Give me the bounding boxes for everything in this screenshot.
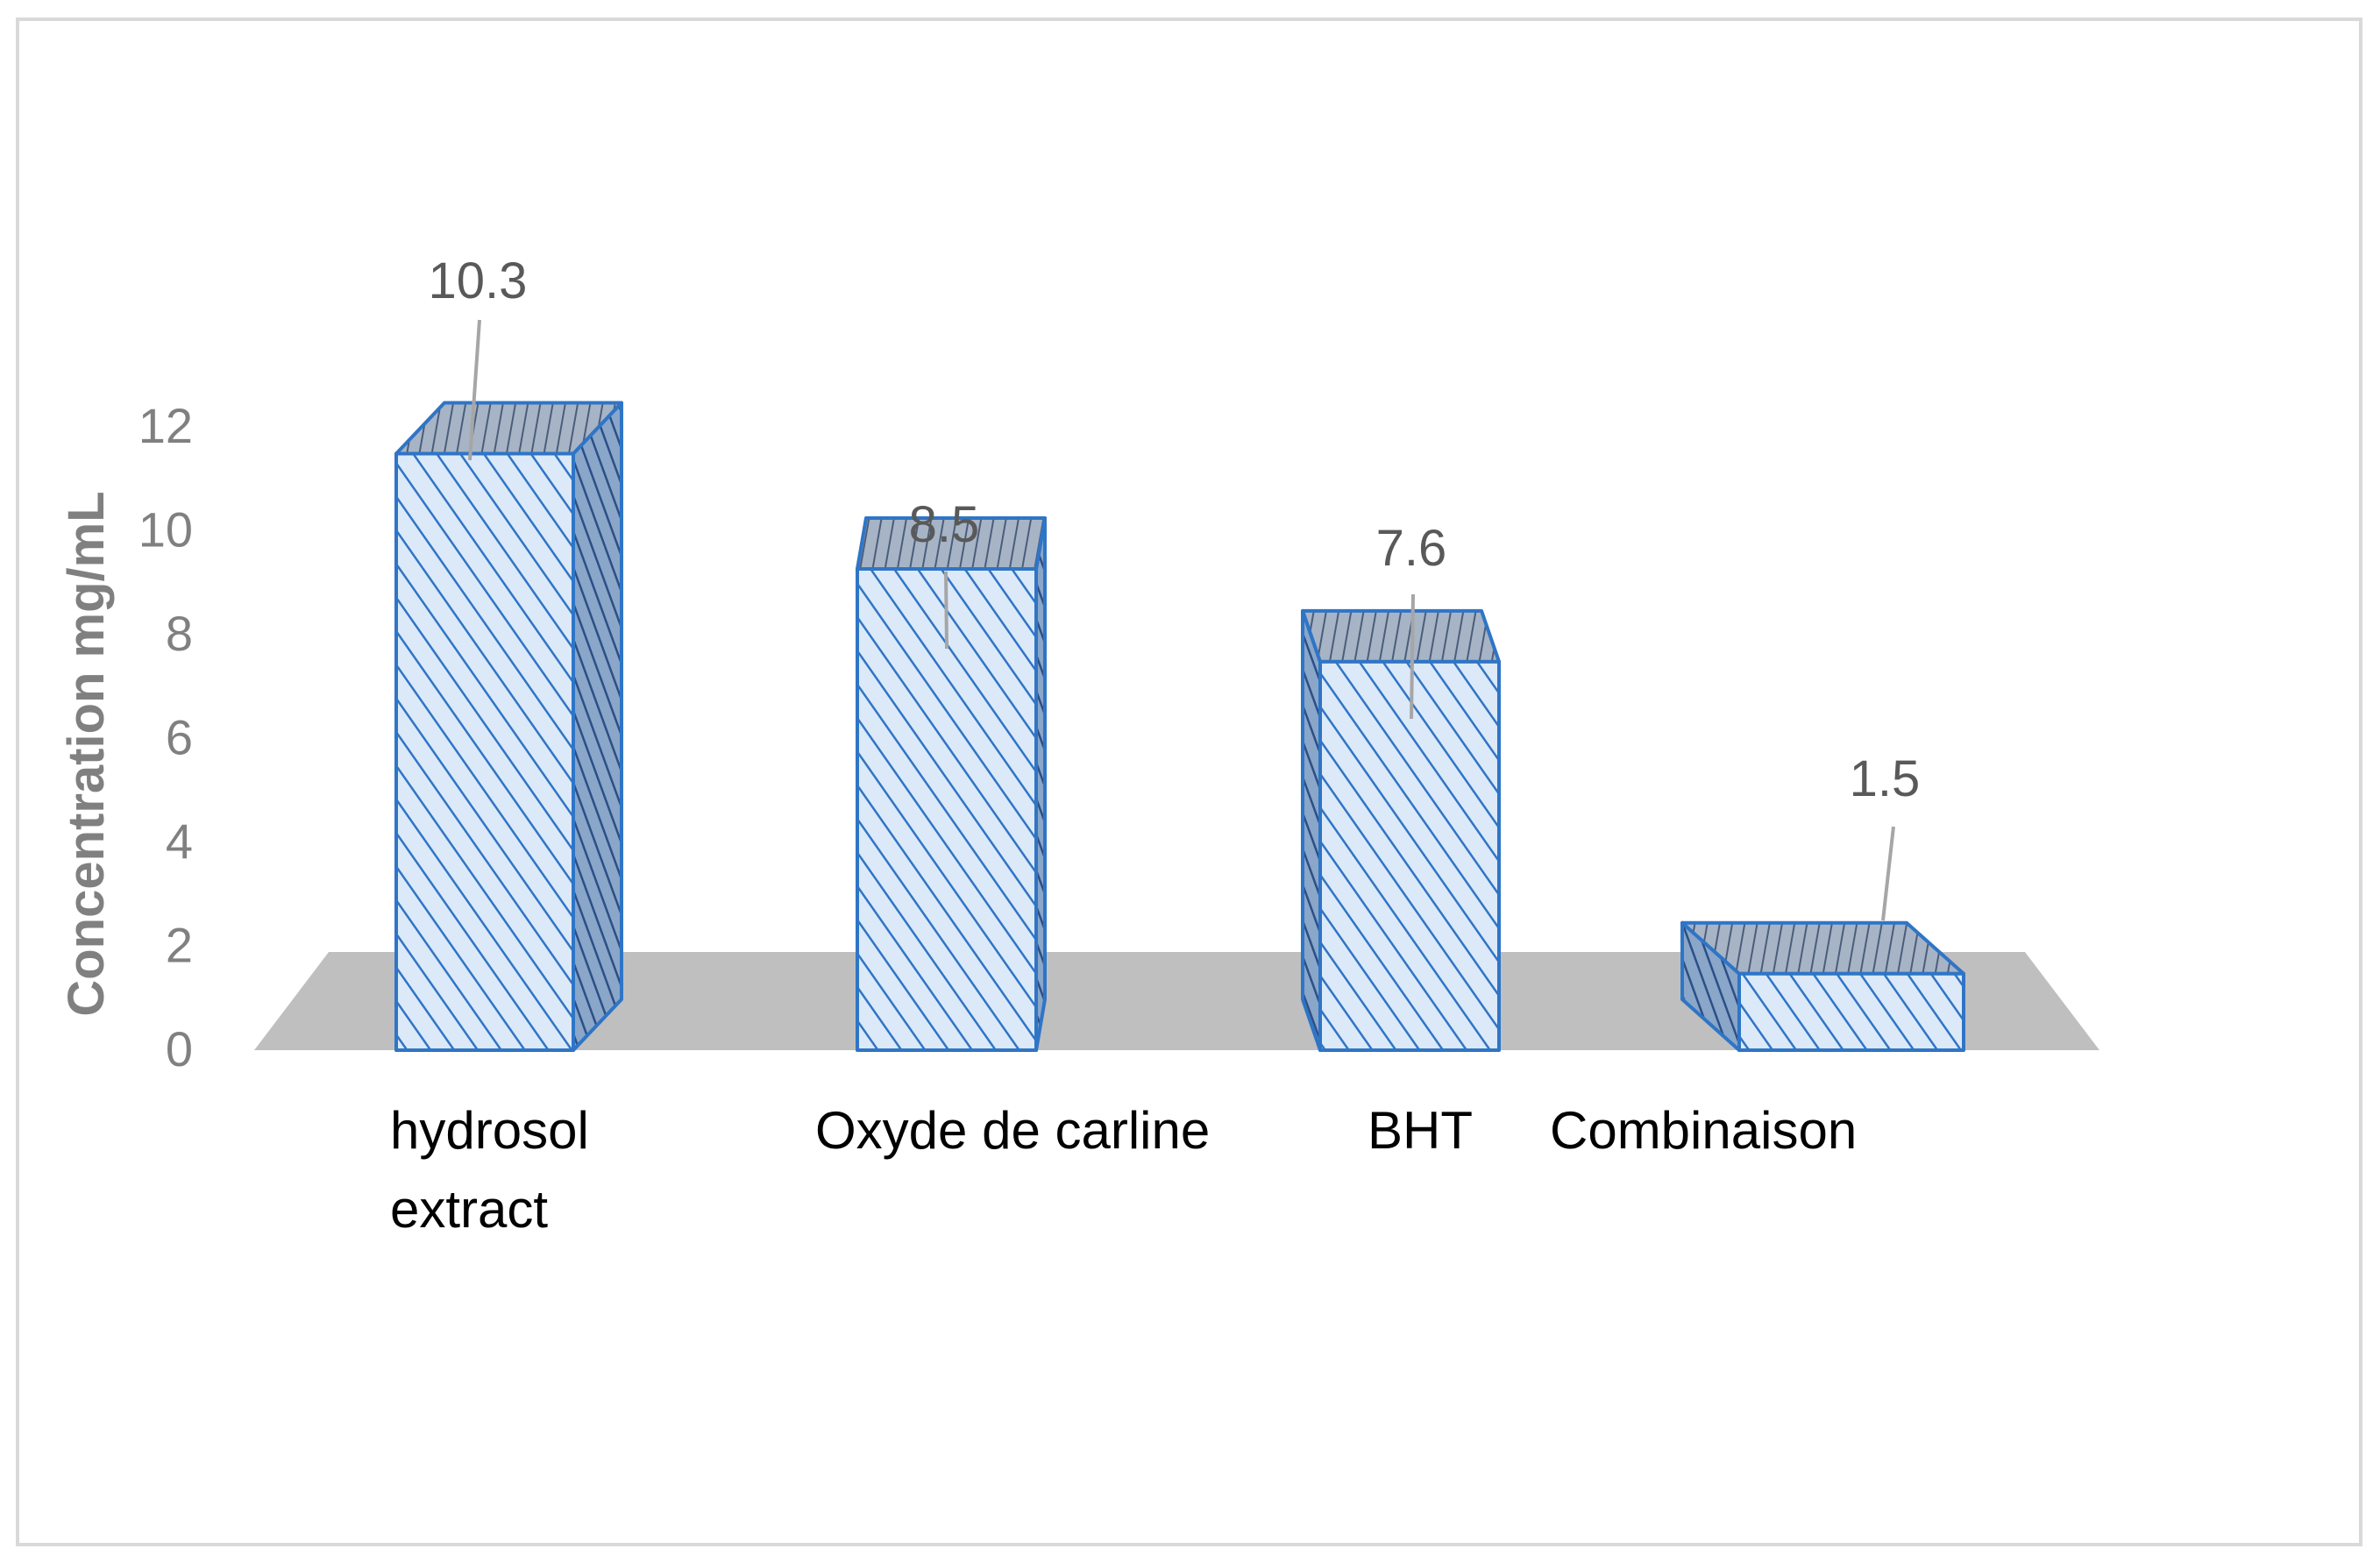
chart-floor <box>254 952 2099 1050</box>
category-labels: hydrosol extract Oxyde de carline BHT Combin… <box>390 1101 1857 1239</box>
y-tick-label: 12 <box>139 398 193 453</box>
y-tick-label: 10 <box>139 502 193 558</box>
y-tick-label: 8 <box>166 606 193 661</box>
data-label: 10.3 <box>429 252 528 309</box>
bar <box>1301 608 1501 1052</box>
y-tick-label: 2 <box>166 918 193 973</box>
category-label-line: Combinaison <box>1550 1101 1857 1160</box>
bar-top-face <box>1301 608 1501 664</box>
data-label: 7.6 <box>1376 520 1447 577</box>
y-tick-label: 0 <box>166 1021 193 1076</box>
bar-front-face <box>1737 971 1965 1052</box>
category-label-line: Oxyde de carline <box>815 1101 1210 1160</box>
bar-side-face <box>572 401 623 1052</box>
y-axis-ticks: 0 2 4 6 8 10 12 <box>139 398 193 1076</box>
category-label: hydrosol extract <box>390 1101 589 1239</box>
y-axis-title: Concentration mg/mL <box>58 491 115 1016</box>
category-label-line: BHT <box>1368 1101 1473 1160</box>
bar-side-face <box>1301 608 1322 1052</box>
bar-front-face <box>1318 659 1501 1052</box>
data-labels: 10.3 8.5 7.6 1.5 <box>429 252 1921 921</box>
chart-frame <box>16 18 2362 1546</box>
category-label-line: hydrosol <box>390 1101 589 1160</box>
category-label: Combinaison <box>1550 1101 1857 1160</box>
category-label: Oxyde de carline <box>815 1101 1210 1160</box>
bar <box>856 516 1047 1052</box>
bar <box>1680 920 1965 1052</box>
bars <box>394 401 1965 1052</box>
category-label-line: extract <box>390 1180 548 1239</box>
data-label: 1.5 <box>1850 750 1921 807</box>
bar-front-face <box>856 567 1038 1052</box>
y-tick-label: 4 <box>166 813 193 869</box>
category-label: BHT <box>1368 1101 1473 1160</box>
data-label-leader <box>1881 826 1895 921</box>
bar-front-face <box>394 451 575 1052</box>
data-label-leader <box>468 319 481 461</box>
data-label-leader <box>1410 593 1415 720</box>
y-tick-label: 6 <box>166 710 193 765</box>
bar <box>394 401 623 1052</box>
data-label-leader <box>944 571 948 650</box>
data-label: 8.5 <box>909 496 980 553</box>
